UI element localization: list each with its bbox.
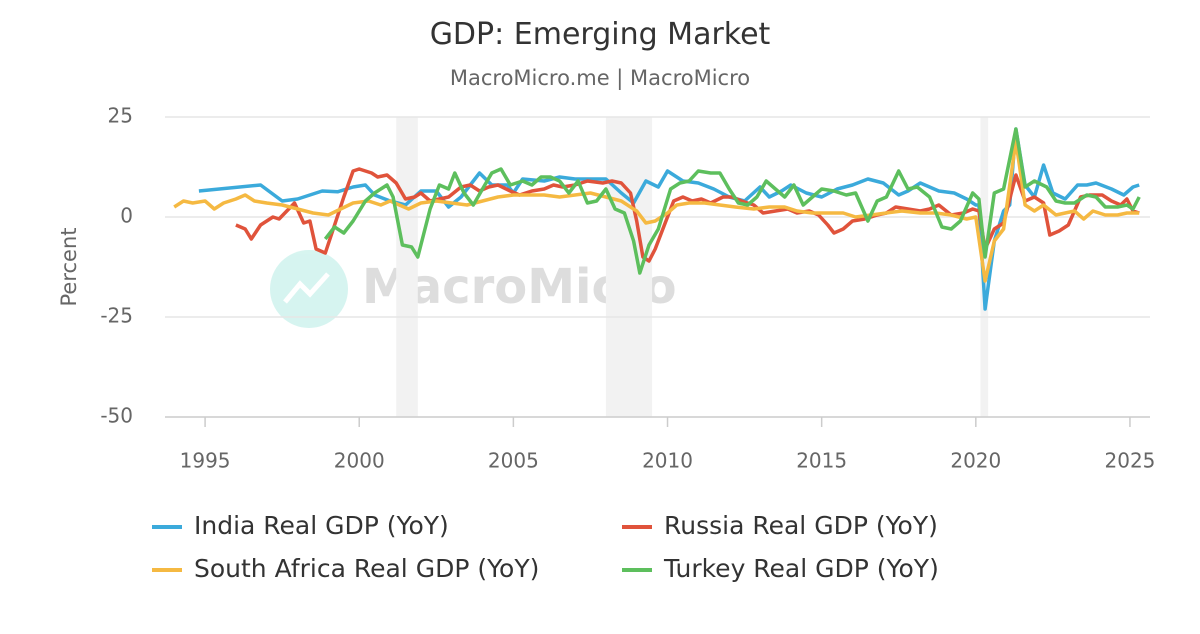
legend-label: Russia Real GDP (YoY) [664, 511, 938, 540]
legend-label: Turkey Real GDP (YoY) [663, 554, 939, 583]
x-tick-label: 1995 [180, 449, 231, 473]
x-tick-label: 2015 [796, 449, 847, 473]
x-tick-label: 2020 [950, 449, 1001, 473]
x-tick-label: 2005 [488, 449, 539, 473]
shaded-period [605, 117, 653, 417]
x-tick-label: 2000 [334, 449, 385, 473]
y-axis-label: Percent [57, 227, 81, 306]
x-tick-label: 2010 [642, 449, 693, 473]
chart-title: GDP: Emerging Market [430, 17, 771, 52]
series-line [235, 167, 1140, 263]
series-line [323, 127, 1141, 275]
x-tick-label: 2025 [1105, 449, 1156, 473]
legend-label: India Real GDP (YoY) [194, 511, 449, 540]
watermark-icon [270, 250, 348, 328]
y-tick-label: -25 [100, 304, 133, 328]
y-tick-label: 0 [120, 204, 133, 228]
series-line [173, 139, 1140, 283]
y-tick-label: 25 [108, 104, 133, 128]
shaded-period [396, 117, 418, 417]
chart-subtitle: MacroMicro.me | MacroMicro [450, 66, 750, 91]
y-tick-label: -50 [100, 404, 133, 428]
legend-label: South Africa Real GDP (YoY) [194, 554, 539, 583]
